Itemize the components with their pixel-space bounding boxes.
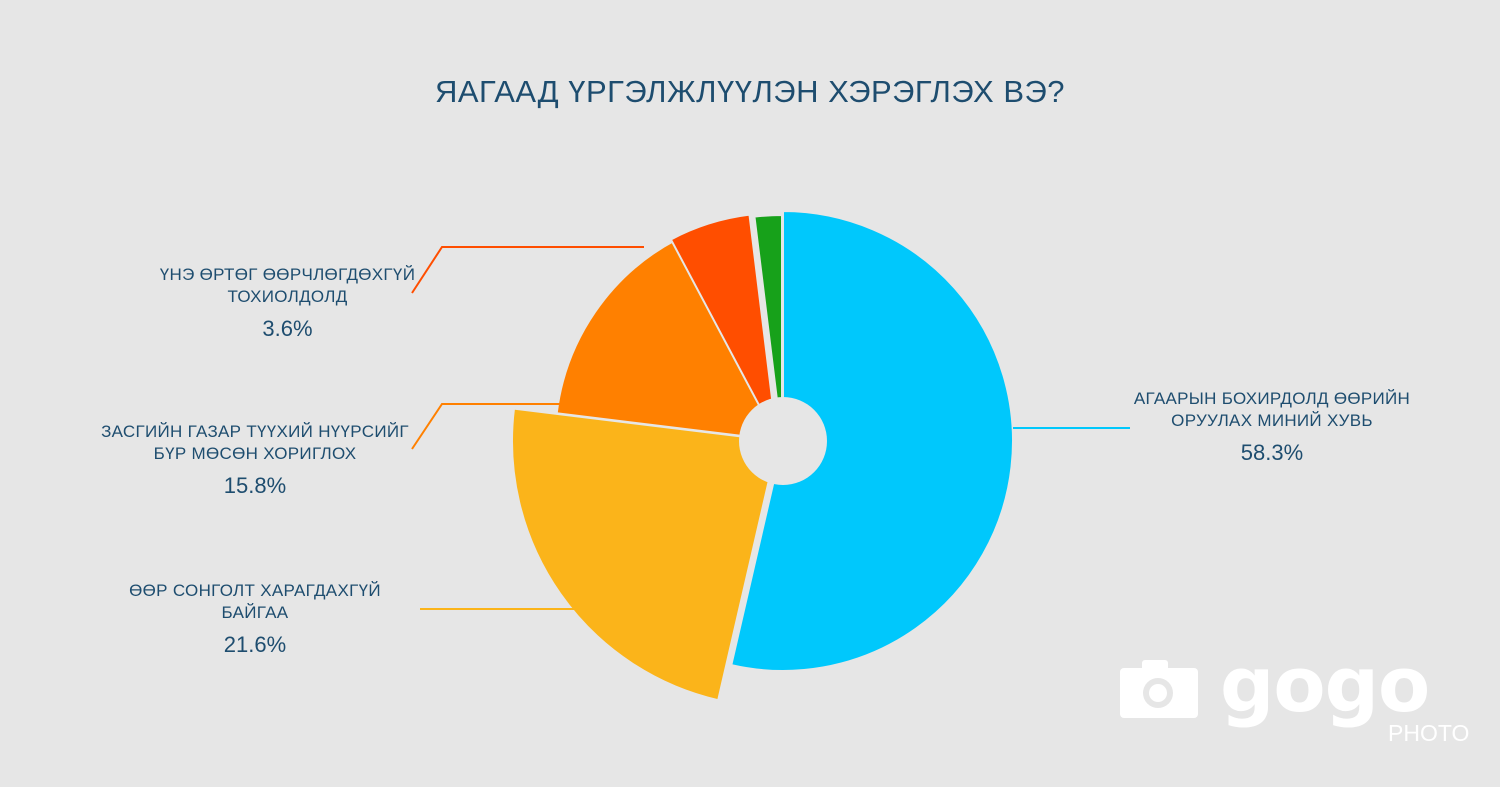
- slice-value-gov: 15.8%: [223, 473, 287, 498]
- slice-label-price-line-2: ТОХИОЛДОЛД: [227, 287, 348, 306]
- leader-line-price: [411, 246, 644, 294]
- pie-slice-unlabeled: [753, 213, 783, 442]
- slice-label-air-line-1: АГААРЫН БОХИРДОЛД ӨӨРИЙН: [1133, 389, 1411, 408]
- watermark-sub: PHOTO: [1388, 720, 1470, 746]
- slice-label-air: АГААРЫН БОХИРДОЛД ӨӨРИЙН ОРУУЛАХ МИНИЙ Х…: [1132, 388, 1412, 466]
- slice-value-air: 58.3%: [1240, 440, 1304, 465]
- center-hole: [739, 397, 827, 485]
- pie-slice-other: [511, 407, 780, 702]
- slice-label-other-line-1: ӨӨР СОНГОЛТ ХАРАГДАХГҮЙ БАЙГАА: [129, 581, 381, 622]
- leader-lines: [411, 246, 1130, 610]
- pie-wedges: [511, 209, 1014, 702]
- slice-label-other: ӨӨР СОНГОЛТ ХАРАГДАХГҮЙ БАЙГАА 21.6%: [105, 580, 405, 658]
- chart-title: ЯАГААД ҮРГЭЛЖЛҮҮЛЭН ХЭРЭГЛЭХ ВЭ?: [434, 74, 1066, 109]
- slice-label-gov-line-2: БҮР МӨСӨН ХОРИГЛОХ: [153, 444, 357, 463]
- pie-slice-air: [730, 209, 1014, 672]
- slice-label-gov: ЗАСГИЙН ГАЗАР ТҮҮХИЙ НҮҮРСИЙГ БҮР МӨСӨН …: [100, 421, 410, 499]
- watermark-brand: gogo: [1220, 640, 1430, 729]
- camera-icon: [1120, 660, 1198, 718]
- leader-line-gov: [411, 403, 560, 450]
- slice-label-air-line-2: ОРУУЛАХ МИНИЙ ХУВЬ: [1171, 411, 1373, 430]
- pie-slice-gov: [555, 238, 785, 443]
- pie-slice-price: [669, 213, 778, 440]
- slice-label-price-line-1: ҮНЭ ӨРТӨГ ӨӨРЧЛӨГДӨХГҮЙ: [159, 265, 416, 284]
- slice-value-price: 3.6%: [262, 316, 313, 341]
- slice-label-price: ҮНЭ ӨРТӨГ ӨӨРЧЛӨГДӨХГҮЙ ТОХИОЛДОЛД 3.6%: [150, 264, 425, 342]
- slice-value-other: 21.6%: [223, 632, 287, 657]
- slice-label-gov-line-1: ЗАСГИЙН ГАЗАР ТҮҮХИЙ НҮҮРСИЙГ: [101, 422, 409, 441]
- gogo-photo-watermark: gogo PHOTO: [1120, 640, 1469, 752]
